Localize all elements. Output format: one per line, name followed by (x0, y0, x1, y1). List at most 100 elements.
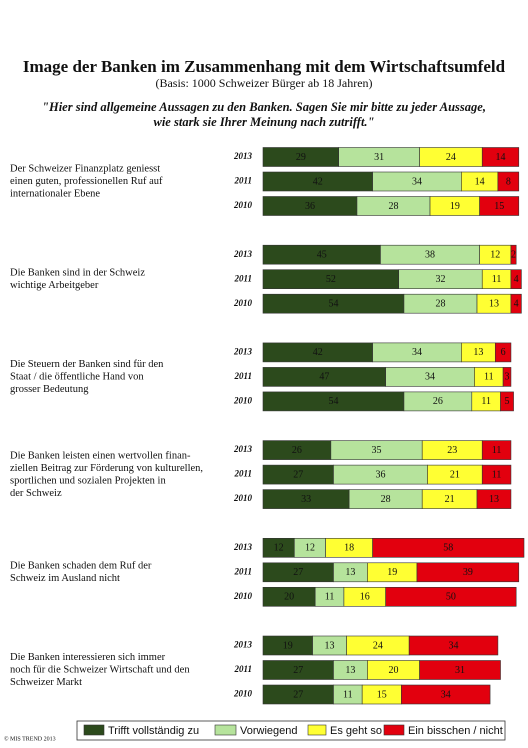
year-label: 2010 (233, 298, 253, 308)
year-label: 2010 (233, 200, 253, 210)
statement-label: Die Banken leisten einen wertvollen fina… (10, 450, 191, 461)
year-label: 2011 (233, 469, 252, 479)
bar-segment (416, 562, 520, 583)
value-label: 11 (492, 469, 502, 480)
bar-segment (408, 635, 499, 656)
value-label: 11 (325, 592, 335, 603)
source: © MIS TREND 2013 (4, 735, 56, 742)
value-label: 11 (492, 445, 502, 456)
bar-segment (419, 660, 501, 680)
legend-box (76, 720, 506, 741)
value-label: 13 (345, 567, 355, 578)
statement-label: ziellen Beitrag zur Förderung von kultur… (10, 463, 203, 474)
value-label: 34 (441, 689, 451, 700)
statement-label: Der Schweizer Finanzplatz geniesst (10, 163, 160, 174)
statement-label: internationaler Ebene (10, 188, 100, 199)
bar-segment (372, 537, 525, 558)
chart-title: Image der Banken im Zusammenhang mit dem… (23, 57, 506, 76)
value-label: 5 (505, 396, 510, 407)
value-label: 34 (412, 176, 422, 187)
question: "Hier sind allgemeine Aussagen zu den Ba… (42, 100, 486, 114)
bar-segment (481, 464, 512, 485)
value-label: 19 (450, 201, 460, 212)
statement-label: sportlichen und sozialen Projekten in (10, 475, 166, 486)
year-label: 2011 (233, 664, 252, 674)
statement-label: noch für die Schweizer Wirtschaft und de… (10, 664, 190, 675)
legend-swatch (83, 724, 105, 736)
value-label: 24 (373, 640, 383, 651)
value-label: 34 (449, 640, 459, 651)
value-label: 33 (301, 494, 311, 505)
value-label: 36 (305, 201, 315, 212)
value-label: 20 (389, 665, 399, 676)
value-label: 42 (313, 176, 323, 187)
value-label: 11 (343, 689, 353, 700)
value-label: 14 (496, 152, 506, 163)
value-label: 26 (433, 396, 443, 407)
legend-swatch (383, 724, 405, 736)
year-label: 2013 (233, 151, 253, 161)
bar-segment (497, 171, 520, 192)
value-label: 50 (446, 592, 456, 603)
value-label: 27 (293, 469, 303, 480)
value-label: 58 (443, 543, 453, 554)
year-label: 2013 (233, 640, 253, 650)
value-label: 12 (274, 543, 284, 554)
statement-label: wichtige Arbeitgeber (10, 280, 99, 291)
value-label: 19 (283, 640, 293, 651)
bar-segment (502, 367, 512, 387)
value-label: 11 (484, 372, 494, 383)
value-label: 24 (446, 152, 456, 163)
value-label: 39 (463, 567, 473, 578)
value-label: 27 (293, 689, 303, 700)
value-label: 13 (489, 494, 499, 505)
value-label: 42 (313, 347, 323, 358)
value-label: 13 (489, 298, 499, 309)
value-label: 12 (305, 543, 315, 554)
year-label: 2010 (233, 591, 253, 601)
statement-label: einen guten, professionellen Ruf auf (10, 176, 163, 187)
year-label: 2013 (233, 444, 253, 454)
value-label: 2 (511, 249, 516, 260)
legend-label: Ein bisschen / nicht (408, 725, 503, 737)
value-label: 12 (490, 249, 500, 260)
value-label: 16 (360, 592, 370, 603)
value-label: 45 (317, 249, 327, 260)
value-label: 27 (293, 665, 303, 676)
bar-segment (401, 684, 491, 705)
value-label: 20 (284, 592, 294, 603)
value-label: 54 (328, 298, 338, 309)
value-label: 18 (344, 543, 354, 554)
value-label: 34 (412, 347, 422, 358)
year-label: 2011 (233, 566, 252, 576)
bar-segment (500, 391, 514, 412)
year-label: 2010 (233, 689, 253, 699)
statement-label: Staat / die öffentliche Hand von (10, 371, 144, 382)
value-label: 35 (372, 445, 382, 456)
value-label: 6 (501, 347, 506, 358)
value-label: 38 (425, 249, 435, 260)
statement-label: Die Steuern der Banken sind für den (10, 359, 164, 370)
value-label: 26 (292, 445, 302, 456)
year-label: 2010 (233, 493, 253, 503)
value-label: 32 (435, 274, 445, 285)
value-label: 21 (445, 494, 455, 505)
value-label: 54 (328, 396, 338, 407)
value-label: 14 (475, 176, 485, 187)
value-label: 15 (494, 201, 504, 212)
value-label: 3 (505, 372, 510, 383)
value-label: 28 (381, 494, 391, 505)
value-label: 31 (374, 152, 384, 163)
legend-swatch (214, 724, 237, 736)
year-label: 2013 (233, 542, 253, 552)
legend-swatch (307, 724, 327, 736)
value-label: 19 (387, 567, 397, 578)
value-label: 13 (345, 665, 355, 676)
statement-label: der Schweiz (10, 488, 62, 499)
bar-segment (476, 489, 512, 509)
bar-segment (510, 293, 522, 314)
value-label: 29 (296, 152, 306, 163)
bar-segment (481, 147, 520, 167)
legend-label: Trifft vollständig zu (108, 725, 199, 737)
year-label: 2013 (233, 249, 253, 259)
